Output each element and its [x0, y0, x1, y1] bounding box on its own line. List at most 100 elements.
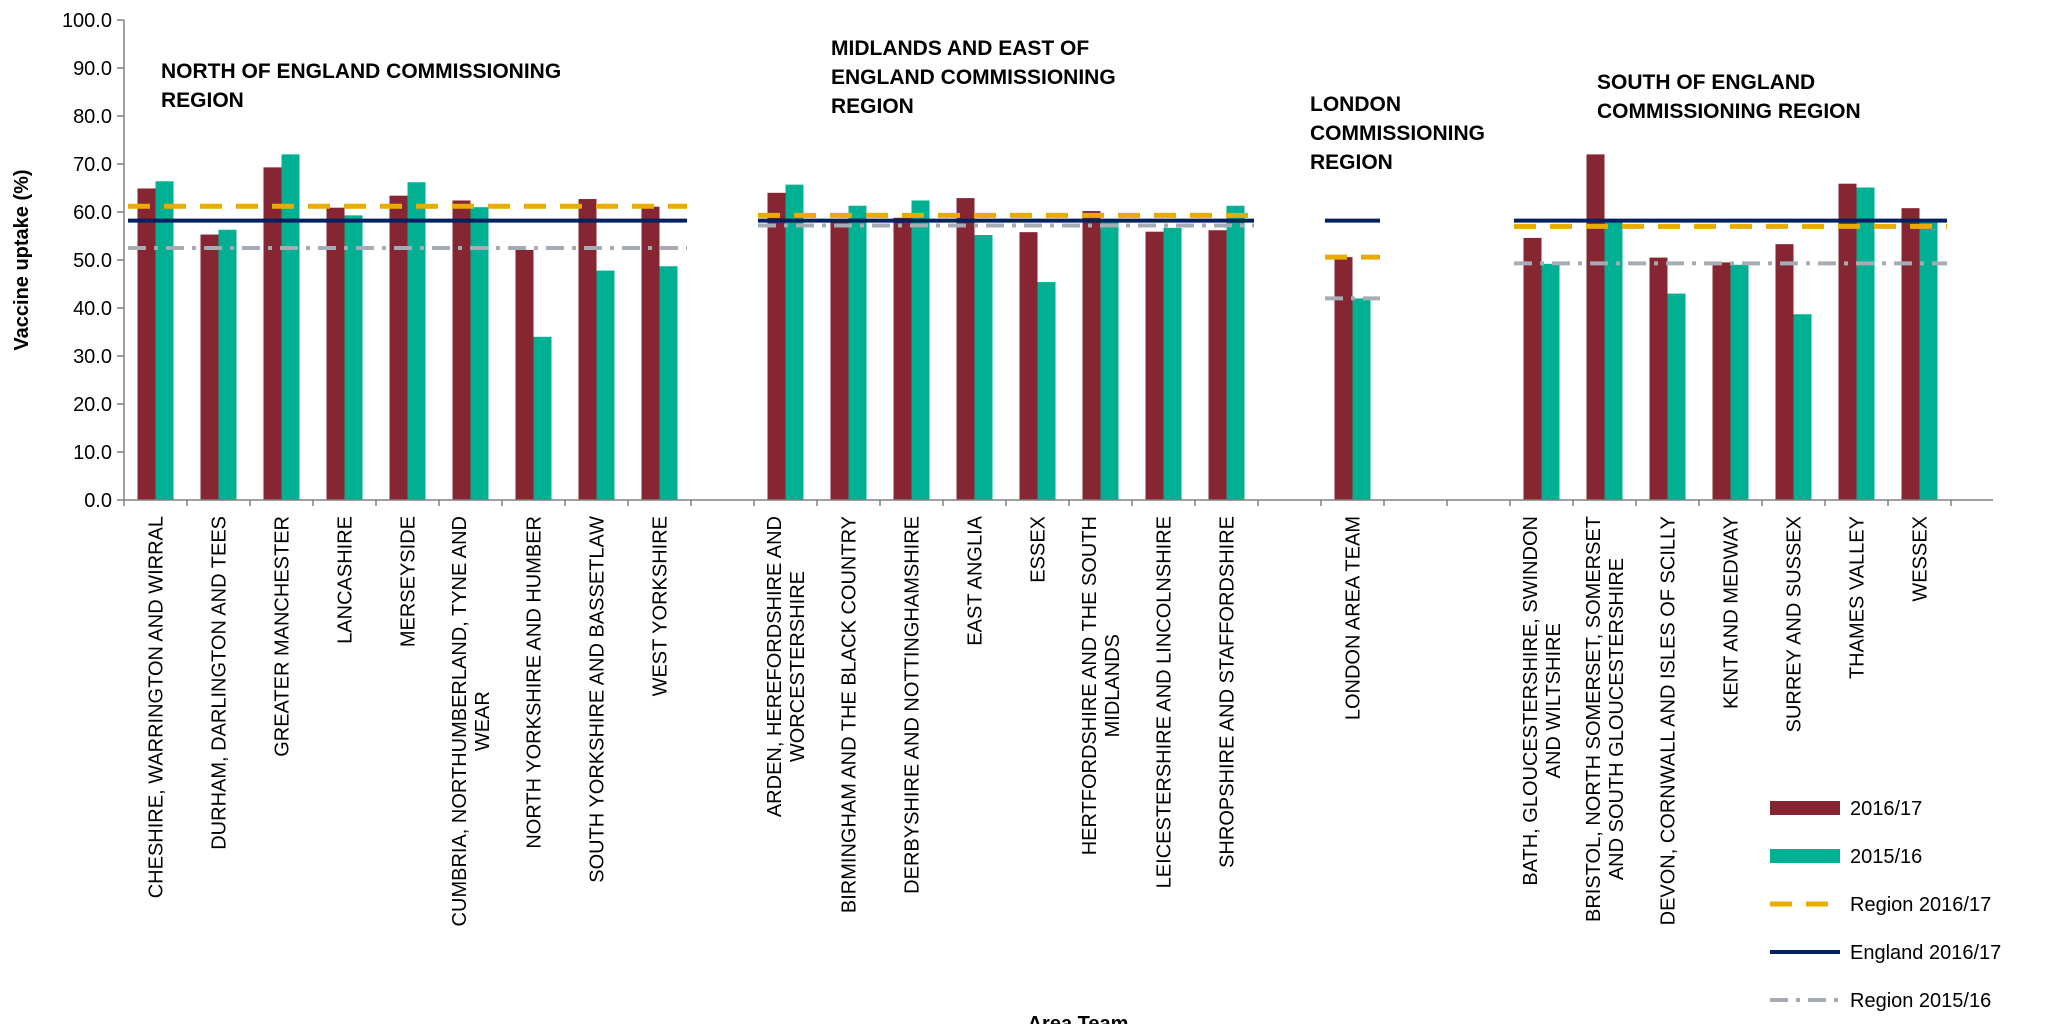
legend-label: Region 2015/16: [1850, 990, 1991, 1012]
bar-2016-17: [578, 199, 597, 501]
bar-2016-17: [1649, 257, 1668, 500]
y-tick-label: 50.0: [73, 250, 112, 272]
legend-swatch: [1770, 849, 1840, 863]
legend-swatch: [1770, 801, 1840, 815]
axis-labels: Vaccine uptake (%) Area Team CHESHIRE, WAR…: [11, 37, 1932, 1024]
plot-area: [128, 154, 1947, 501]
bar-2016-17: [1145, 231, 1164, 500]
bar-2015-16: [596, 270, 615, 500]
category-label: GREATER MANCHESTER: [272, 516, 294, 757]
y-tick-label: 90.0: [73, 58, 112, 80]
legend-label: 2016/17: [1850, 798, 1922, 820]
category-label: ESSEX: [1028, 516, 1050, 583]
y-axis-title: Vaccine uptake (%): [11, 169, 33, 350]
bar-2015-16: [911, 200, 930, 501]
bar-2016-17: [326, 207, 345, 500]
category-label: CUMBRIA, NORTHUMBERLAND, TYNE ANDWEAR: [449, 516, 494, 926]
category-label: BATH, GLOUCESTERSHIRE, SWINDONAND WILTSH…: [1520, 516, 1565, 886]
bar-2016-17: [1586, 154, 1605, 500]
bar-2016-17: [452, 200, 471, 501]
category-label: HERTFORDSHIRE AND THE SOUTHMIDLANDS: [1079, 516, 1124, 855]
bar-2016-17: [767, 192, 786, 501]
bar-2016-17: [515, 249, 534, 500]
bar-2016-17: [1775, 244, 1794, 500]
category-label: ARDEN, HEREFORDSHIRE ANDWORCESTERSHIRE: [764, 516, 809, 817]
bar-2015-16: [470, 207, 489, 500]
y-tick-label: 30.0: [73, 346, 112, 368]
x-axis-title: Area Team: [1028, 1013, 1129, 1024]
category-label: MERSEYSIDE: [398, 516, 420, 647]
category-label: KENT AND MEDWAY: [1721, 516, 1743, 709]
bar-2015-16: [659, 266, 678, 500]
category-label: EAST ANGLIA: [965, 515, 987, 645]
bar-2015-16: [1541, 263, 1560, 500]
bar-2015-16: [848, 205, 867, 500]
y-tick-label: 40.0: [73, 298, 112, 320]
bar-2015-16: [1163, 227, 1182, 500]
category-label: SURREY AND SUSSEX: [1784, 516, 1806, 732]
category-label: NORTH YORKSHIRE AND HUMBER: [524, 516, 546, 849]
bar-2015-16: [1919, 220, 1938, 500]
bar-2015-16: [1100, 222, 1119, 500]
bar-2015-16: [281, 154, 300, 500]
legend-label: England 2016/17: [1850, 942, 2001, 964]
category-label: LEICESTERSHIRE AND LINCOLNSHIRE: [1154, 516, 1176, 888]
bar-2016-17: [1334, 257, 1353, 500]
y-tick-label: 100.0: [62, 10, 112, 32]
category-label: DERBYSHIRE AND NOTTINGHAMSHIRE: [902, 516, 924, 894]
bar-2015-16: [1856, 187, 1875, 500]
bar-2015-16: [1352, 298, 1371, 500]
bar-2016-17: [1082, 211, 1101, 501]
y-tick-label: 60.0: [73, 202, 112, 224]
y-tick-label: 0.0: [84, 490, 112, 512]
category-label: WESSEX: [1910, 516, 1932, 602]
bar-2016-17: [389, 195, 408, 500]
bar-2016-17: [1523, 237, 1542, 501]
bar-2015-16: [1730, 264, 1749, 500]
y-tick-label: 80.0: [73, 106, 112, 128]
bar-2016-17: [1019, 232, 1038, 500]
category-label: DEVON, CORNWALL AND ISLES OF SCILLY: [1658, 516, 1680, 925]
bar-2015-16: [1037, 282, 1056, 500]
category-label: THAMES VALLEY: [1847, 516, 1869, 679]
bar-2015-16: [533, 336, 552, 500]
region-label: NORTH OF ENGLAND COMMISSIONING REGION: [161, 60, 561, 112]
axes: 0.0 10.0 20.0 30.0 40.0 50.0 60.0 70.0 80.0 90.0 1…: [62, 10, 1993, 512]
y-tick-label: 20.0: [73, 394, 112, 416]
bar-2016-17: [1208, 230, 1227, 501]
region-label: LONDON COMMISSIONING REGION: [1310, 93, 1485, 174]
bar-2016-17: [956, 198, 975, 500]
bar-2015-16: [785, 184, 804, 500]
category-label: BIRMINGHAM AND THE BLACK COUNTRY: [839, 516, 861, 913]
category-label: DURHAM, DARLINGTON AND TEES: [209, 516, 231, 850]
category-label: SOUTH YORKSHIRE AND BASSETLAW: [587, 516, 609, 883]
y-tick-label: 10.0: [73, 442, 112, 464]
bar-2016-17: [893, 217, 912, 500]
bar-2015-16: [1793, 314, 1812, 500]
category-label: WEST YORKSHIRE: [650, 516, 672, 696]
bar-2016-17: [641, 206, 660, 500]
bar-2015-16: [218, 229, 237, 500]
bar-2015-16: [1226, 205, 1245, 500]
category-label: LANCASHIRE: [335, 516, 357, 644]
legend-label: Region 2016/17: [1850, 894, 1991, 916]
bar-2016-17: [1901, 208, 1920, 500]
category-label: SHROPSHIRE AND STAFFORDSHIRE: [1217, 516, 1239, 868]
bar-2015-16: [344, 215, 363, 501]
bar-2016-17: [200, 234, 219, 500]
bar-2016-17: [1838, 183, 1857, 500]
bar-2015-16: [974, 235, 993, 501]
category-label: CHESHIRE, WARRINGTON AND WIRRAL: [146, 516, 168, 898]
category-label: LONDON AREA TEAM: [1343, 516, 1365, 720]
bar-2016-17: [137, 188, 156, 501]
bar-2016-17: [830, 219, 849, 500]
bar-2015-16: [407, 182, 426, 501]
bar-2015-16: [1604, 219, 1623, 500]
bar-2016-17: [1712, 262, 1731, 500]
legend: 2016/17 2015/16 Region 2016/17 England 2016…: [1770, 798, 2001, 1012]
region-label: MIDLANDS AND EAST OF ENGLAND COMMISSIONIN…: [831, 37, 1116, 118]
region-label: SOUTH OF ENGLAND COMMISSIONING REGION: [1597, 71, 1861, 123]
legend-label: 2015/16: [1850, 846, 1922, 868]
bar-2015-16: [155, 181, 174, 500]
